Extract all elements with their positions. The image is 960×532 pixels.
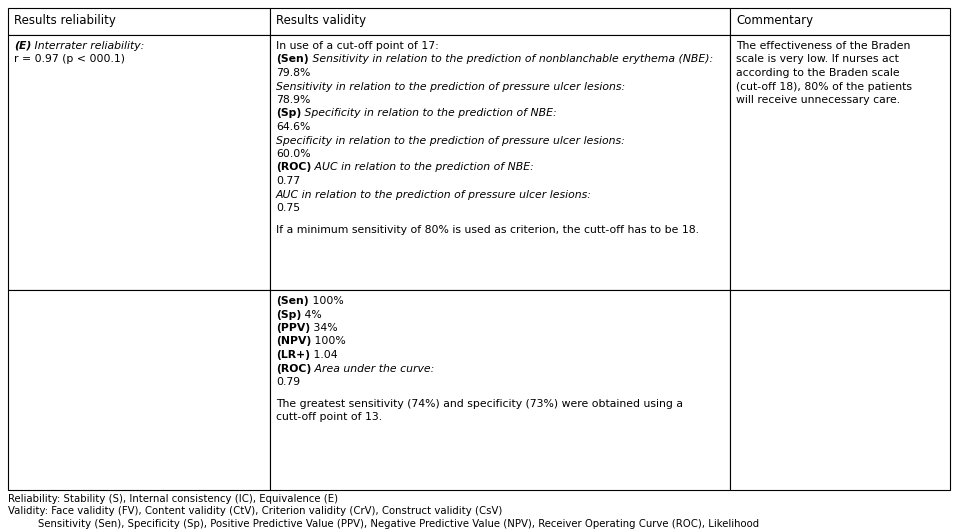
Bar [730, 35, 950, 290]
Text: (Sen): (Sen) [276, 296, 308, 306]
Text: Results validity: Results validity [276, 14, 366, 27]
Text: In use of a cut-off point of 17:: In use of a cut-off point of 17: [276, 41, 439, 51]
Text: Results reliability: Results reliability [14, 14, 116, 27]
Text: AUC in relation to the prediction of NBE:: AUC in relation to the prediction of NBE… [311, 162, 534, 172]
Text: (ROC): (ROC) [276, 363, 311, 373]
Text: Specificity in relation to the prediction of NBE:: Specificity in relation to the predictio… [301, 109, 557, 119]
Bar [8, 35, 270, 290]
Text: 64.6%: 64.6% [276, 122, 310, 132]
Text: 1.04: 1.04 [310, 350, 338, 360]
Text: The effectiveness of the Braden: The effectiveness of the Braden [736, 41, 910, 51]
Text: Specificity in relation to the prediction of pressure ulcer lesions:: Specificity in relation to the predictio… [276, 136, 625, 145]
Text: 0.75: 0.75 [276, 203, 300, 213]
Text: Area under the curve:: Area under the curve: [311, 363, 435, 373]
Text: Sensitivity in relation to the prediction of pressure ulcer lesions:: Sensitivity in relation to the predictio… [276, 81, 625, 92]
Bar [270, 290, 730, 490]
Text: r = 0.97 (p < 000.1): r = 0.97 (p < 000.1) [14, 54, 125, 64]
Bar [270, 35, 730, 290]
Text: cutt-off point of 13.: cutt-off point of 13. [276, 412, 382, 422]
Text: (Sen): (Sen) [276, 54, 308, 64]
Text: (ROC): (ROC) [276, 162, 311, 172]
Text: (PPV): (PPV) [276, 323, 310, 333]
Text: (NPV): (NPV) [276, 337, 311, 346]
Bar [8, 8, 270, 35]
Text: Sensitivity in relation to the prediction of nonblanchable erythema (NBE):: Sensitivity in relation to the predictio… [308, 54, 712, 64]
Text: 4%: 4% [301, 310, 322, 320]
Text: according to the Braden scale: according to the Braden scale [736, 68, 900, 78]
Text: 78.9%: 78.9% [276, 95, 310, 105]
Text: Reliability: Stability (S), Internal consistency (IC), Equivalence (E): Reliability: Stability (S), Internal con… [8, 494, 338, 504]
Text: scale is very low. If nurses act: scale is very low. If nurses act [736, 54, 899, 64]
Text: (cut-off 18), 80% of the patients: (cut-off 18), 80% of the patients [736, 81, 912, 92]
Text: Commentary: Commentary [736, 14, 813, 27]
Bar [270, 8, 730, 35]
Text: If a minimum sensitivity of 80% is used as criterion, the cutt-off has to be 18.: If a minimum sensitivity of 80% is used … [276, 225, 699, 235]
Text: AUC in relation to the prediction of pressure ulcer lesions:: AUC in relation to the prediction of pre… [276, 189, 592, 200]
Bar [730, 290, 950, 490]
Text: Interrater reliability:: Interrater reliability: [32, 41, 145, 51]
Text: The greatest sensitivity (74%) and specificity (73%) were obtained using a: The greatest sensitivity (74%) and speci… [276, 398, 683, 409]
Text: 0.77: 0.77 [276, 176, 300, 186]
Text: 79.8%: 79.8% [276, 68, 310, 78]
Text: Validity: Face validity (FV), Content validity (CtV), Criterion validity (CrV), : Validity: Face validity (FV), Content va… [8, 506, 502, 517]
Text: 100%: 100% [311, 337, 346, 346]
Bar [730, 8, 950, 35]
Text: will receive unnecessary care.: will receive unnecessary care. [736, 95, 900, 105]
Text: 34%: 34% [310, 323, 338, 333]
Text: 100%: 100% [308, 296, 344, 306]
Text: (E): (E) [14, 41, 32, 51]
Text: (Sp): (Sp) [276, 109, 301, 119]
Text: 0.79: 0.79 [276, 377, 300, 387]
Bar [8, 290, 270, 490]
Text: (Sp): (Sp) [276, 310, 301, 320]
Text: 60.0%: 60.0% [276, 149, 311, 159]
Text: Sensitivity (Sen), Specificity (Sp), Positive Predictive Value (PPV), Negative P: Sensitivity (Sen), Specificity (Sp), Pos… [38, 519, 759, 529]
Text: (LR+): (LR+) [276, 350, 310, 360]
